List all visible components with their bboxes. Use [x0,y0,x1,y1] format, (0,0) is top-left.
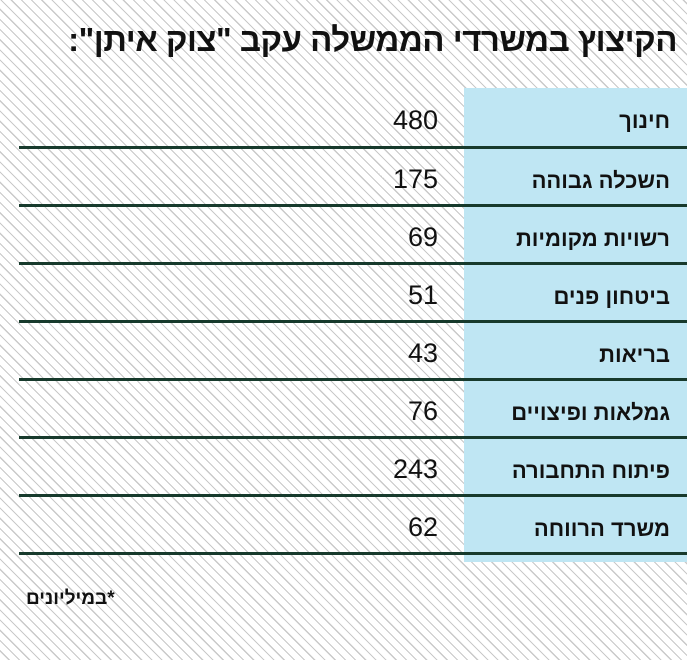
row-value: 243 [392,454,438,484]
row-value: 175 [392,164,438,194]
label-column-highlight [464,88,687,562]
row-label: רשויות מקומיות [515,225,670,251]
row-label: משרד הרווחה [533,515,670,541]
table-row: השכלה גבוהה 175 [19,149,687,207]
row-value: 480 [392,104,438,135]
row-label: בריאות [599,341,670,367]
row-label: השכלה גבוהה [531,167,670,193]
table-row: חינוך 480 [19,88,687,149]
table-row: גמלאות ופיצויים 76 [19,381,687,439]
unit-footnote: *במיליונים [26,588,115,609]
table-row: פיתוח התחבורה 243 [19,439,687,497]
row-value: 51 [407,280,438,310]
table-row: ביטחון פנים 51 [19,265,687,323]
row-label: גמלאות ופיצויים [511,399,670,425]
row-label: פיתוח התחבורה [511,457,670,483]
row-value: 43 [407,338,438,368]
table-row: רשויות מקומיות 69 [19,207,687,265]
row-label: ביטחון פנים [553,283,670,309]
table-row: בריאות 43 [19,323,687,381]
row-value: 62 [407,512,438,542]
row-value: 76 [407,396,438,426]
chart-title: הקיצוץ במשרדי הממשלה עקב "צוק איתן": [68,21,677,58]
row-label: חינוך [619,108,670,133]
row-value: 69 [407,222,438,252]
table-row: משרד הרווחה 62 [19,497,687,555]
data-table: חינוך 480 השכלה גבוהה 175 רשויות מקומיות 69 בי… [19,88,687,555]
